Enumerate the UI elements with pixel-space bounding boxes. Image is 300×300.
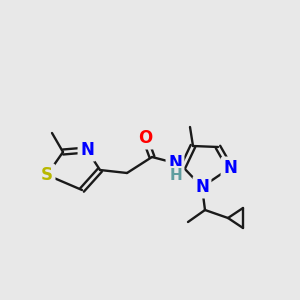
Text: H: H [169,167,182,182]
Text: O: O [138,129,152,147]
Text: N: N [195,178,209,196]
Text: N: N [168,154,182,172]
Text: N: N [223,159,237,177]
Text: N: N [80,141,94,159]
Text: S: S [41,166,53,184]
